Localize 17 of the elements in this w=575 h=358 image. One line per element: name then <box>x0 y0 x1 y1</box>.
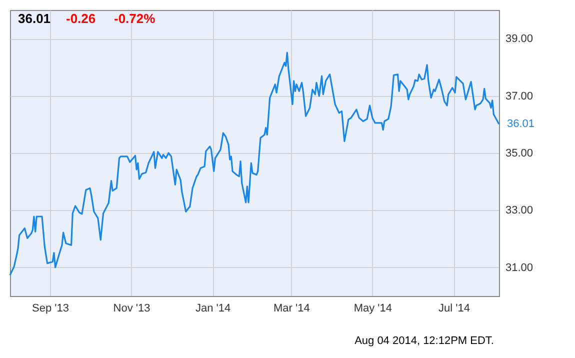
x-tick-label: Nov '13 <box>113 302 150 314</box>
x-tick-label: Jul '14 <box>438 302 470 314</box>
x-tick-label: May '14 <box>354 302 392 314</box>
annotation: -0.26 <box>66 11 96 26</box>
chart-title: 36.01 <box>18 11 51 26</box>
line-series <box>9 52 500 276</box>
y-tick-label: 35.00 <box>506 148 534 160</box>
annotation: 36.01 <box>507 118 535 130</box>
x-tick-label: Sep '13 <box>32 302 69 314</box>
x-tick-label: Jan '14 <box>195 302 231 314</box>
y-tick-label: 39.00 <box>506 33 534 46</box>
y-tick-label: 31.00 <box>506 262 534 274</box>
text: Aug 04 2014, 12:12PM EDT. <box>354 335 494 347</box>
annotation: -0.72% <box>114 11 156 26</box>
y-tick-label: 33.00 <box>506 204 534 217</box>
y-tick-label: 37.00 <box>506 90 534 102</box>
x-tick-label: Mar '14 <box>273 302 310 314</box>
